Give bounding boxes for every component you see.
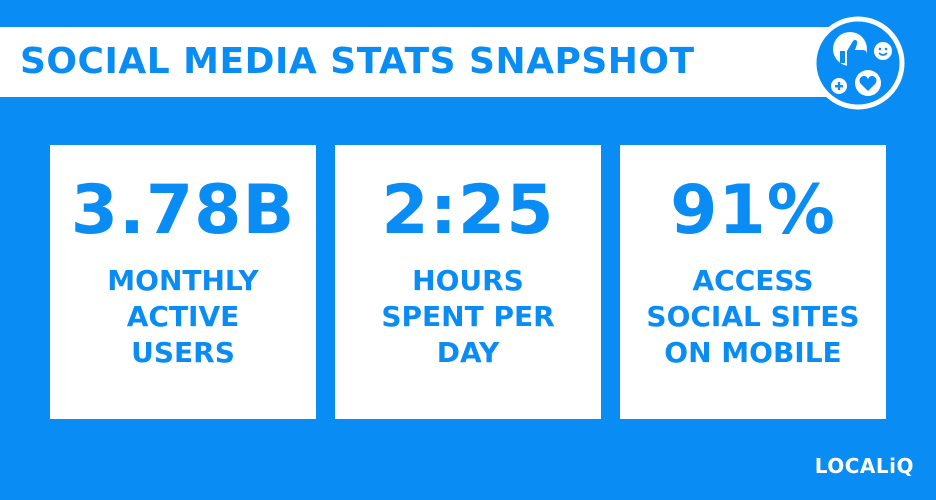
stat-card-hours-per-day: 2:25 HOURS SPENT PER DAY (335, 145, 601, 419)
page-title: SOCIAL MEDIA STATS SNAPSHOT (20, 41, 695, 82)
stat-value: 2:25 (381, 171, 555, 250)
brand-logo: LOCALiQ (814, 454, 914, 478)
stat-label-line: SOCIAL SITES (646, 300, 860, 333)
stat-value: 3.78B (70, 171, 296, 250)
stat-label-line: ACTIVE (126, 300, 240, 333)
stat-value: 91% (670, 171, 836, 250)
stat-label-line: ON MOBILE (664, 336, 842, 369)
stat-card-monthly-users: 3.78B MONTHLY ACTIVE USERS (50, 145, 316, 419)
stat-label: HOURS SPENT PER DAY (335, 263, 601, 371)
smiley-icon (874, 42, 892, 60)
stat-label-line: HOURS (412, 264, 524, 297)
stat-label: ACCESS SOCIAL SITES ON MOBILE (620, 263, 886, 371)
stat-label-line: MONTHLY (107, 264, 259, 297)
stat-label: MONTHLY ACTIVE USERS (50, 263, 316, 371)
stat-label-line: USERS (131, 336, 235, 369)
stat-label-line: ACCESS (692, 264, 814, 297)
title-bar: SOCIAL MEDIA STATS SNAPSHOT (0, 27, 830, 97)
social-reactions-icon (811, 16, 905, 110)
stat-card-mobile-access: 91% ACCESS SOCIAL SITES ON MOBILE (620, 145, 886, 419)
stat-label-line: SPENT PER (381, 300, 555, 333)
stat-label-line: DAY (436, 336, 500, 369)
